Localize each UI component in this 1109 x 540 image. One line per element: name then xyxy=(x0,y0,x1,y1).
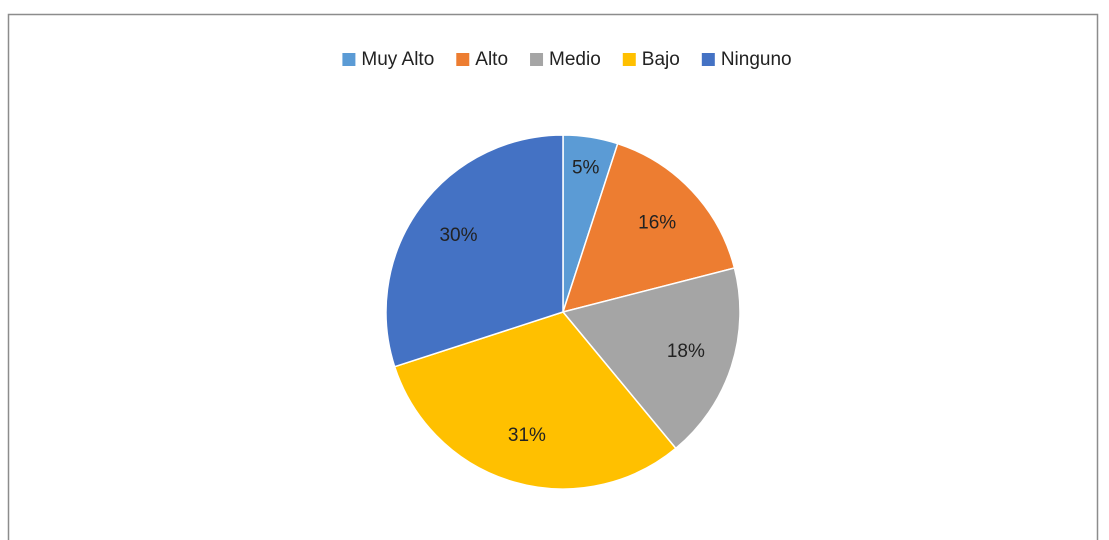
legend-swatch xyxy=(456,53,470,66)
legend-label: Medio xyxy=(549,49,601,70)
data-label: 18% xyxy=(667,341,705,362)
pie-slice xyxy=(393,311,677,490)
legend-label: Muy Alto xyxy=(361,49,434,70)
data-label: 30% xyxy=(439,225,477,246)
legend-label: Bajo xyxy=(642,49,680,70)
pie-slice xyxy=(561,142,736,314)
legend-label: Alto xyxy=(475,49,508,70)
pie-slice xyxy=(561,267,741,450)
legend-swatch xyxy=(701,53,715,66)
legend-swatch xyxy=(530,53,544,66)
data-label: 5% xyxy=(572,158,600,179)
legend-swatch xyxy=(622,53,636,66)
data-label: 31% xyxy=(508,425,546,446)
pie-slice xyxy=(385,134,564,368)
legend-swatch xyxy=(342,53,356,66)
legend: Muy Alto Alto Medio Bajo Ninguno xyxy=(342,49,792,70)
data-label: 16% xyxy=(638,213,676,234)
legend-label: Ninguno xyxy=(721,49,792,70)
